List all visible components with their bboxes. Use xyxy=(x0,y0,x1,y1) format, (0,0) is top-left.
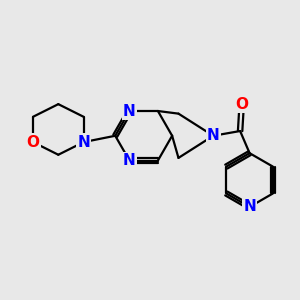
Text: N: N xyxy=(123,153,136,168)
Text: O: O xyxy=(26,135,40,150)
Text: N: N xyxy=(123,103,136,118)
Text: N: N xyxy=(243,200,256,214)
Text: O: O xyxy=(235,97,248,112)
Text: N: N xyxy=(207,128,220,143)
Text: N: N xyxy=(77,135,90,150)
